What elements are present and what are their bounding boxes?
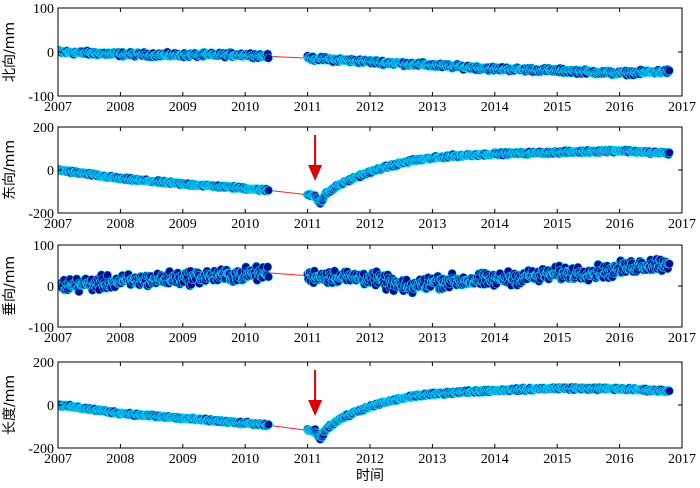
- y-tick-label: -100: [28, 321, 54, 336]
- x-tick-label: 2011: [294, 331, 321, 346]
- x-tick-label: 2014: [481, 100, 509, 115]
- x-tick-label: 2011: [294, 217, 321, 232]
- data-point: [263, 53, 273, 63]
- x-axis-label: 时间: [356, 468, 384, 484]
- x-tick-label: 2013: [418, 217, 446, 232]
- data-point: [263, 185, 273, 195]
- earthquake-arrow-icon: [308, 135, 323, 181]
- data-point: [263, 419, 273, 429]
- x-tick-label: 2009: [169, 217, 197, 232]
- data-point: [664, 386, 674, 396]
- x-tick-label: 2015: [543, 217, 571, 232]
- x-tick-label: 2017: [668, 100, 696, 115]
- x-tick-label: 2007: [44, 100, 72, 115]
- x-tick-label: 2016: [606, 331, 634, 346]
- x-tick-label: 2007: [44, 217, 72, 232]
- x-tick-label: 2008: [106, 217, 134, 232]
- x-tick-label: 2013: [418, 100, 446, 115]
- x-tick-label: 2010: [231, 452, 259, 467]
- x-tick-label: 2013: [418, 331, 446, 346]
- x-tick-label: 2012: [356, 217, 384, 232]
- data-point: [664, 259, 674, 269]
- y-tick-label: 0: [47, 280, 54, 295]
- data-point: [664, 66, 674, 76]
- data-point: [263, 272, 273, 282]
- y-tick-label: 100: [33, 239, 54, 254]
- series-markers: [58, 145, 674, 209]
- x-tick-label: 2015: [543, 452, 571, 467]
- y-tick-label: 200: [33, 121, 54, 136]
- x-tick-label: 2012: [356, 331, 384, 346]
- y-axis-label: 东向/mm: [2, 140, 18, 200]
- x-tick-label: 2007: [44, 452, 72, 467]
- series-markers: [58, 254, 674, 298]
- x-tick-label: 2011: [294, 100, 321, 115]
- y-tick-label: -200: [28, 207, 54, 222]
- x-tick-label: 2016: [606, 100, 634, 115]
- gap-connector-line: [268, 55, 308, 59]
- y-tick-label: 100: [33, 2, 54, 17]
- y-axis-label: 垂向/mm: [2, 256, 18, 316]
- panel-3: 2007 2008 2009 2010 2011 2012 2013 2014 2015 2016…: [2, 239, 696, 346]
- x-tick-label: 2008: [106, 452, 134, 467]
- x-tick-label: 2017: [668, 217, 696, 232]
- y-tick-label: -200: [28, 442, 54, 457]
- x-tick-label: 2016: [606, 217, 634, 232]
- x-tick-label: 2012: [356, 100, 384, 115]
- x-tick-label: 2017: [668, 452, 696, 467]
- series-markers: [58, 45, 674, 80]
- panel-2: 2007 2008 2009 2010 2011 2012 2013 2014 2015 2016…: [2, 121, 696, 232]
- x-tick-label: 2013: [418, 452, 446, 467]
- y-tick-label: 0: [47, 46, 54, 61]
- x-tick-label: 2015: [543, 331, 571, 346]
- x-tick-label: 2017: [668, 331, 696, 346]
- plot-area: [58, 45, 674, 80]
- y-tick-label: -100: [28, 90, 54, 105]
- x-tick-label: 2010: [231, 217, 259, 232]
- x-tick-label: 2008: [106, 100, 134, 115]
- series-markers: [58, 382, 674, 444]
- x-tick-label: 2009: [169, 331, 197, 346]
- gap-connector-line: [268, 424, 308, 431]
- data-point: [664, 148, 674, 158]
- x-tick-label: 2015: [543, 100, 571, 115]
- earthquake-arrow-icon: [308, 370, 323, 416]
- x-tick-label: 2009: [169, 452, 197, 467]
- y-tick-label: 200: [33, 356, 54, 371]
- panel-4: 2007 2008 2009 2010 2011 2012 2013 2014 2015 2016…: [2, 356, 696, 484]
- x-tick-label: 2012: [356, 452, 384, 467]
- x-tick-label: 2008: [106, 331, 134, 346]
- x-tick-label: 2010: [231, 100, 259, 115]
- data-point: [263, 262, 273, 272]
- x-tick-label: 2010: [231, 331, 259, 346]
- plot-area: [58, 254, 674, 298]
- x-tick-label: 2007: [44, 331, 72, 346]
- y-axis-label: 北向/mm: [2, 22, 18, 82]
- y-tick-label: 0: [47, 164, 54, 179]
- x-tick-label: 2011: [294, 452, 321, 467]
- x-tick-label: 2014: [481, 217, 509, 232]
- y-tick-label: 0: [47, 399, 54, 414]
- x-tick-label: 2016: [606, 452, 634, 467]
- gap-connector-line: [268, 189, 308, 196]
- gap-connector-line: [268, 272, 308, 277]
- x-tick-label: 2009: [169, 100, 197, 115]
- plot-area: [58, 382, 674, 444]
- y-axis-label: 长度/mm: [2, 375, 18, 435]
- plot-area: [58, 145, 674, 209]
- panel-1: 2007 2008 2009 2010 2011 2012 2013 2014 2015 2016…: [2, 2, 696, 115]
- x-tick-label: 2014: [481, 452, 509, 467]
- x-tick-label: 2014: [481, 331, 509, 346]
